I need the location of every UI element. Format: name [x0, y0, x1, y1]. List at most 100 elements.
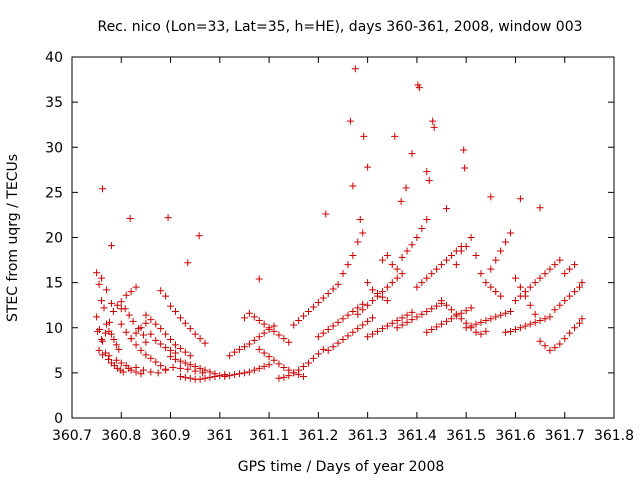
data-point — [415, 84, 423, 92]
data-point — [477, 318, 485, 326]
data-point — [260, 320, 268, 328]
data-point — [507, 327, 515, 335]
data-point — [482, 279, 490, 287]
data-point — [383, 297, 391, 305]
data-point — [139, 366, 147, 374]
data-point — [531, 310, 539, 318]
x-tick-label: 361.2 — [298, 428, 338, 444]
data-point — [112, 341, 120, 349]
data-point — [546, 265, 554, 273]
data-point — [167, 335, 175, 343]
data-point — [442, 317, 450, 325]
data-point — [383, 252, 391, 260]
data-point — [184, 259, 192, 267]
data-point — [305, 308, 313, 316]
data-point — [397, 197, 405, 205]
data-point — [467, 322, 475, 330]
data-point — [516, 324, 524, 332]
data-point — [571, 324, 579, 332]
data-point — [147, 330, 155, 338]
data-point — [196, 335, 204, 343]
data-point — [329, 285, 337, 293]
data-point — [393, 274, 401, 282]
data-point — [516, 283, 524, 291]
data-point — [378, 325, 386, 333]
data-point — [383, 283, 391, 291]
data-point — [100, 304, 108, 312]
y-tick-label: 5 — [54, 366, 63, 382]
data-point — [167, 353, 175, 361]
data-point — [171, 341, 179, 349]
data-point — [507, 308, 515, 316]
data-series — [93, 65, 586, 383]
data-point — [571, 261, 579, 269]
data-point — [511, 326, 519, 334]
data-point — [428, 326, 436, 334]
data-point — [447, 315, 455, 323]
data-point — [309, 354, 317, 362]
data-point — [191, 363, 199, 371]
data-point — [497, 311, 505, 319]
data-point — [516, 195, 524, 203]
data-point — [507, 229, 515, 237]
data-point — [546, 346, 554, 354]
data-point — [334, 280, 342, 288]
data-point — [403, 318, 411, 326]
data-point — [285, 338, 293, 346]
data-point — [423, 308, 431, 316]
data-point — [211, 372, 219, 380]
data-point — [344, 261, 352, 269]
data-point — [95, 280, 103, 288]
data-point — [260, 363, 268, 371]
data-point — [171, 349, 179, 357]
data-point — [181, 319, 189, 327]
data-point — [186, 374, 194, 382]
data-point — [157, 287, 165, 295]
data-point — [354, 310, 362, 318]
data-point — [413, 283, 421, 291]
data-point — [521, 288, 529, 296]
data-point — [324, 326, 332, 334]
data-point — [167, 302, 175, 310]
data-point — [339, 315, 347, 323]
x-axis-label: GPS time / Days of year 2008 — [238, 459, 445, 475]
data-point — [181, 373, 189, 381]
data-point — [398, 253, 406, 261]
data-point — [99, 185, 107, 193]
data-point — [356, 215, 364, 223]
data-point — [112, 356, 120, 364]
data-point — [428, 305, 436, 313]
data-point — [162, 366, 170, 374]
data-point — [516, 292, 524, 300]
data-point — [461, 164, 469, 172]
data-point — [164, 214, 172, 222]
data-point — [477, 330, 485, 338]
data-point — [467, 234, 475, 241]
data-point — [147, 368, 155, 376]
data-point — [98, 335, 106, 343]
x-tick-label: 360.8 — [101, 428, 141, 444]
data-point — [102, 329, 110, 337]
data-point — [349, 308, 357, 316]
data-point — [162, 330, 170, 338]
data-point — [181, 348, 189, 356]
data-point — [447, 306, 455, 314]
data-point — [275, 374, 283, 382]
data-point — [492, 313, 500, 321]
data-point — [107, 330, 115, 338]
chart-title: Rec. nico (Lon=33, Lat=35, h=HE), days 3… — [97, 19, 582, 35]
data-point — [393, 265, 401, 273]
data-point — [169, 363, 177, 371]
data-point — [110, 335, 118, 343]
data-point — [360, 132, 368, 140]
data-point — [541, 270, 549, 278]
data-point — [201, 339, 209, 347]
data-point — [280, 335, 288, 343]
data-point — [167, 346, 175, 354]
data-point — [442, 256, 450, 264]
data-point — [319, 345, 327, 353]
data-point — [260, 329, 268, 337]
data-point — [226, 352, 234, 360]
data-point — [240, 343, 248, 351]
data-point — [117, 320, 125, 328]
